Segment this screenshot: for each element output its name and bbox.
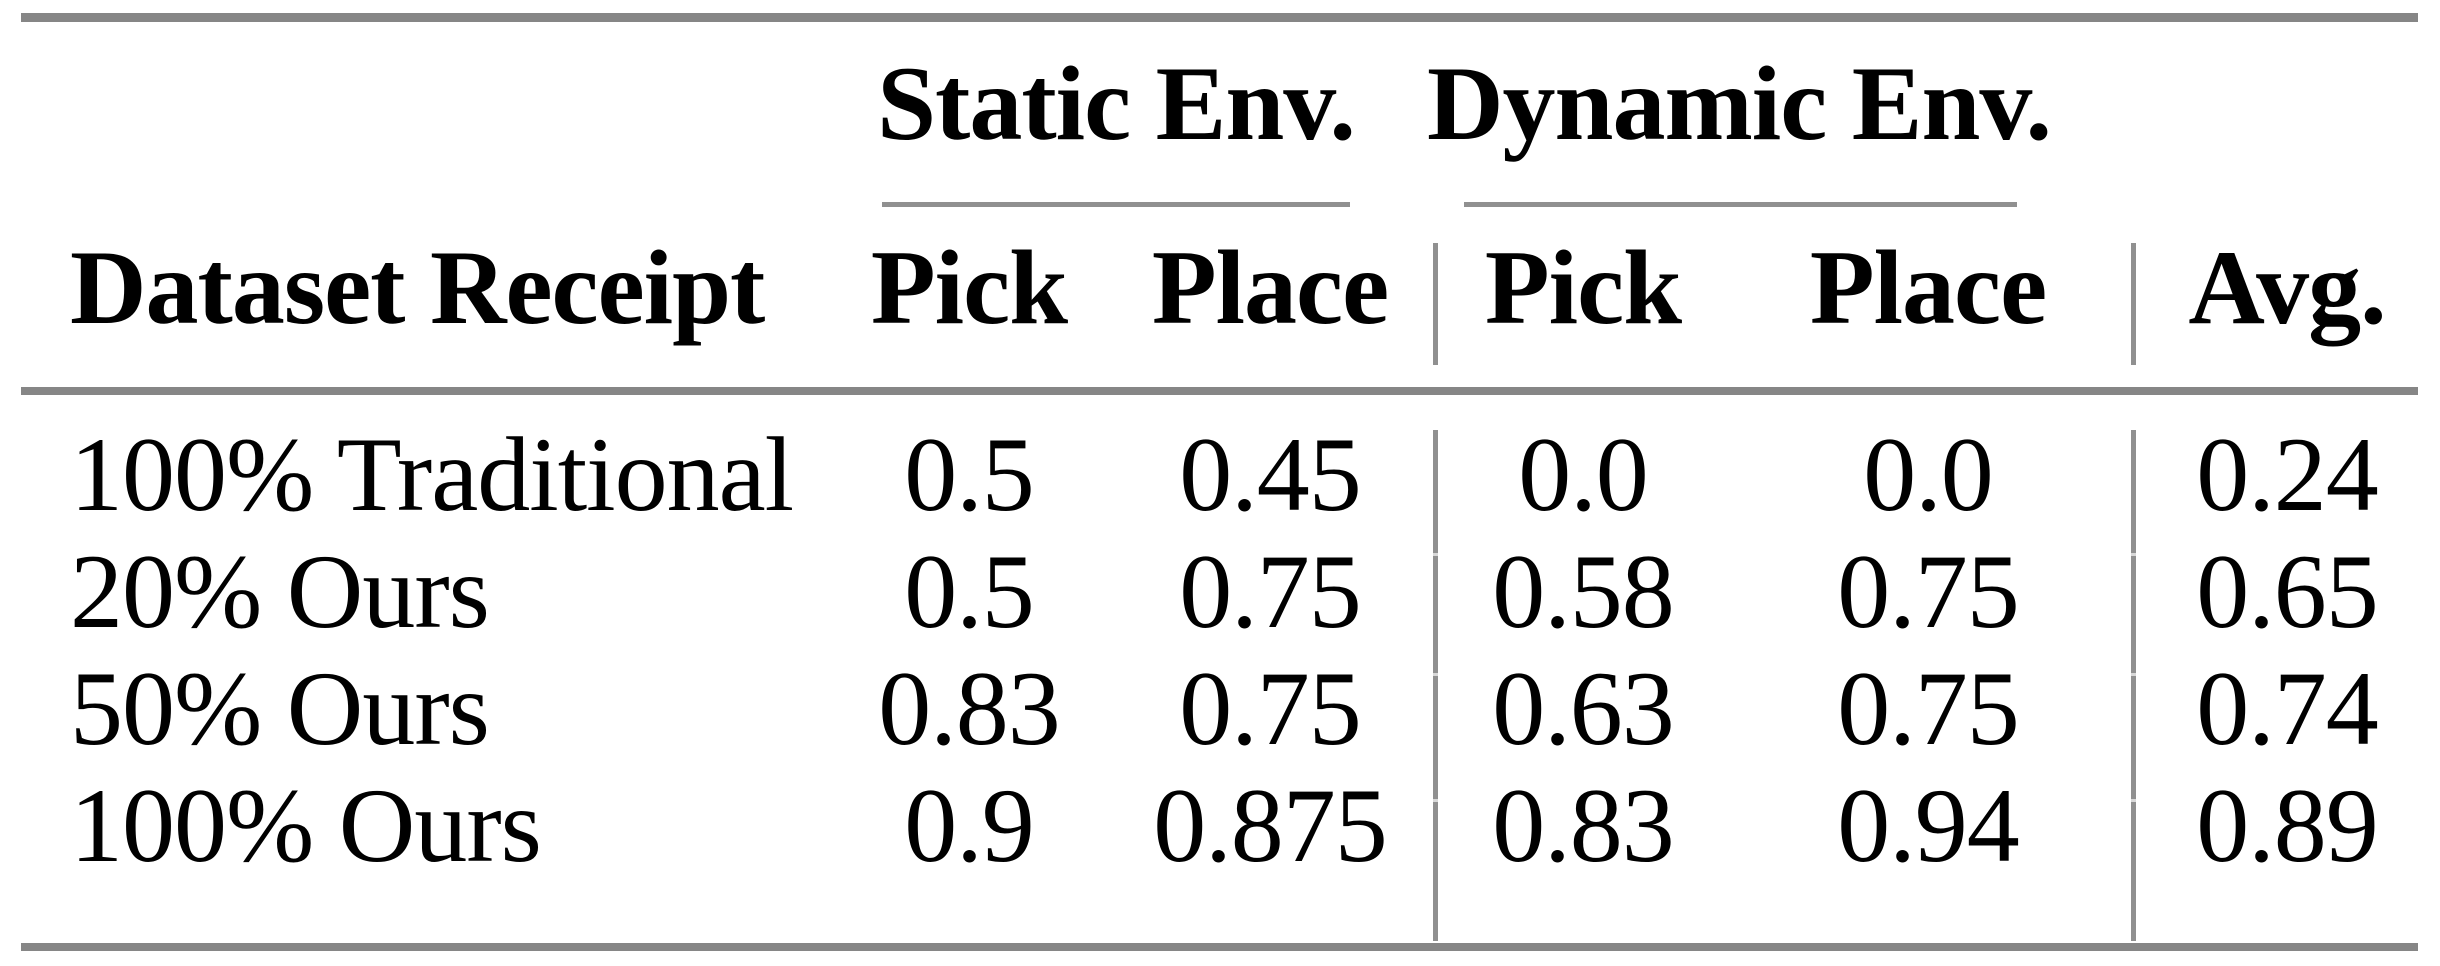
column-header-avg: Avg. (2188, 229, 2386, 346)
cell-static-pick: 0.9 (904, 767, 1034, 884)
row-label: 50% Ours (70, 650, 490, 767)
header-separator-rule (21, 387, 2418, 395)
cell-dynamic-pick: 0.58 (1492, 533, 1674, 650)
vertical-rule-static-dynamic-header (1433, 243, 1438, 365)
cell-static-pick: 0.5 (904, 533, 1034, 650)
cell-avg: 0.74 (2196, 650, 2378, 767)
column-header-dynamic-place: Place (1809, 229, 2047, 346)
column-header-dynamic-pick: Pick (1484, 229, 1682, 346)
cell-dynamic-place: 0.94 (1837, 767, 2019, 884)
cell-dynamic-pick: 0.83 (1492, 767, 1674, 884)
cell-avg: 0.65 (2196, 533, 2378, 650)
cell-dynamic-place: 0.75 (1837, 533, 2019, 650)
column-group-static-env: Static Env. (877, 45, 1356, 162)
bottom-rule (21, 943, 2418, 951)
cell-static-place: 0.75 (1179, 533, 1361, 650)
cell-avg: 0.24 (2196, 416, 2378, 533)
cell-static-pick: 0.83 (878, 650, 1060, 767)
static-env-underline-rule (882, 202, 1350, 207)
dynamic-env-underline-rule (1464, 202, 2017, 207)
cell-dynamic-pick: 0.63 (1492, 650, 1674, 767)
cell-dynamic-pick: 0.0 (1518, 416, 1648, 533)
row-label: 100% Traditional (70, 416, 794, 533)
cell-static-place: 0.45 (1179, 416, 1361, 533)
cell-static-place: 0.75 (1179, 650, 1361, 767)
cell-static-pick: 0.5 (904, 416, 1034, 533)
column-header-dataset-receipt: Dataset Receipt (70, 229, 765, 346)
cell-dynamic-place: 0.0 (1863, 416, 1993, 533)
column-header-static-pick: Pick (870, 229, 1068, 346)
column-group-dynamic-env: Dynamic Env. (1426, 45, 2052, 162)
vertical-rule-avg-header (2131, 243, 2136, 365)
cell-dynamic-place: 0.75 (1837, 650, 2019, 767)
cell-static-place: 0.875 (1153, 767, 1387, 884)
row-label: 100% Ours (70, 767, 542, 884)
row-label: 20% Ours (70, 533, 490, 650)
vertical-rule-avg-body (2131, 430, 2136, 941)
cell-avg: 0.89 (2196, 767, 2378, 884)
vertical-rule-static-dynamic-body (1433, 430, 1438, 941)
top-rule (21, 13, 2418, 22)
column-header-static-place: Place (1151, 229, 1389, 346)
